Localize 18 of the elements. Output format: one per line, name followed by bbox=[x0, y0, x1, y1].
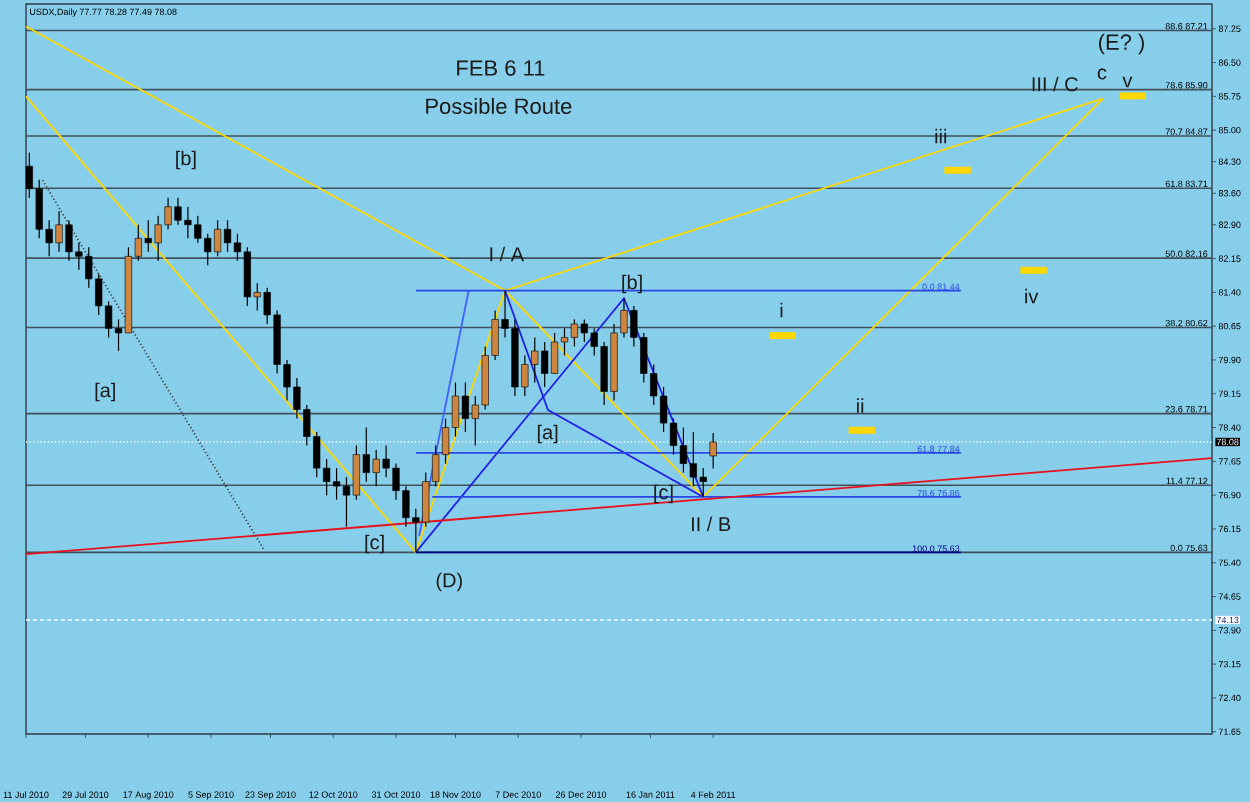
annotation: Possible Route bbox=[426, 97, 572, 115]
annotation: [a] bbox=[537, 424, 558, 444]
annotation: [b] bbox=[622, 274, 642, 294]
annotation: (D) bbox=[436, 572, 462, 592]
annotation: FEB 6 11 bbox=[457, 60, 545, 76]
annotation: iv bbox=[1025, 288, 1039, 304]
annotation: III / C bbox=[1032, 76, 1078, 92]
annotation: [b] bbox=[176, 150, 196, 170]
annotation: iii bbox=[935, 128, 947, 144]
annotation: ii bbox=[857, 398, 864, 413]
annotation: I / A bbox=[490, 246, 525, 262]
annotation: c bbox=[1097, 68, 1107, 80]
annotation: v bbox=[1122, 76, 1133, 88]
annotation: [c] bbox=[365, 534, 384, 554]
annotation: II / B bbox=[691, 516, 731, 532]
annotation: [a] bbox=[95, 382, 115, 402]
annotation: (E? ) bbox=[1099, 33, 1144, 55]
annotation: i bbox=[780, 302, 783, 318]
